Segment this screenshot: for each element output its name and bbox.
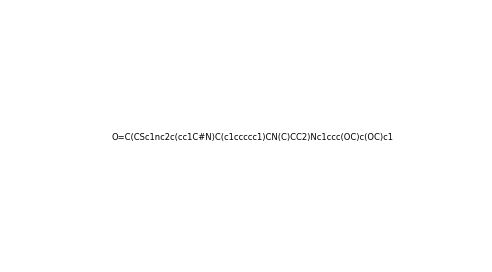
Text: O=C(CSc1nc2c(cc1C#N)C(c1ccccc1)CN(C)CC2)Nc1ccc(OC)c(OC)c1: O=C(CSc1nc2c(cc1C#N)C(c1ccccc1)CN(C)CC2)… <box>111 133 393 142</box>
